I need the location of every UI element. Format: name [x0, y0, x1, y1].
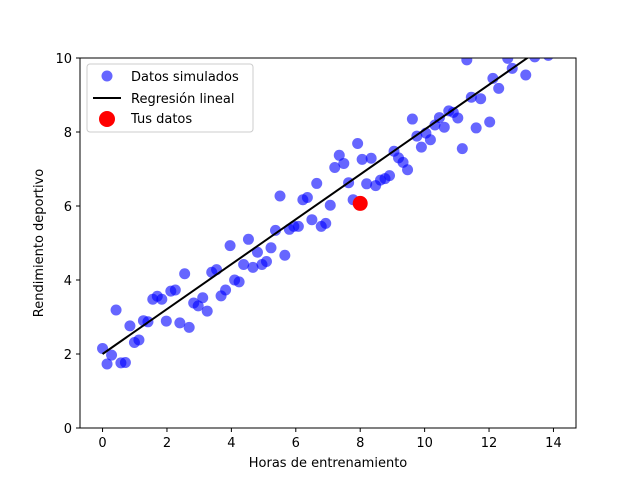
data-point [106, 349, 118, 361]
data-point [233, 276, 245, 288]
data-point [543, 58, 554, 61]
data-point [274, 190, 286, 202]
data-point [133, 334, 145, 346]
highlight-point [352, 195, 368, 211]
data-point [452, 112, 464, 124]
x-tick-label: 6 [292, 436, 300, 451]
x-tick-label: 4 [227, 436, 235, 451]
data-point [333, 149, 345, 161]
data-point [338, 157, 350, 169]
data-point [361, 178, 373, 190]
legend: Datos simulados Regresión lineal Tus dat… [86, 63, 254, 133]
data-point [119, 357, 131, 369]
plot-area [97, 58, 554, 370]
legend-label-tus-datos: Tus datos [130, 112, 192, 127]
x-axis-label: Horas de entrenamiento [249, 456, 408, 471]
y-tick-label: 6 [64, 200, 72, 215]
data-point [493, 82, 505, 94]
data-point [260, 256, 272, 267]
data-point [156, 293, 168, 305]
legend-marker-tus-datos [99, 111, 115, 127]
data-point [124, 320, 136, 332]
data-point [197, 292, 209, 304]
y-axis-label: Rendimiento deportivo [32, 169, 47, 317]
y-tick-label: 10 [55, 52, 72, 67]
data-point [311, 177, 323, 189]
data-point [251, 246, 263, 258]
data-point [456, 143, 468, 155]
regression-line [101, 58, 530, 355]
y-tick-label: 4 [64, 274, 72, 289]
data-point [179, 268, 191, 280]
data-point [292, 220, 304, 232]
data-point [520, 69, 532, 81]
data-point [192, 300, 204, 312]
data-point [169, 284, 181, 296]
y-tick-label: 8 [64, 126, 72, 141]
data-point [220, 284, 232, 296]
data-point [110, 304, 122, 316]
data-point [324, 199, 336, 211]
x-tick-label: 0 [98, 436, 106, 451]
x-tick-label: 8 [356, 436, 364, 451]
x-tick-label: 2 [163, 436, 171, 451]
data-point [406, 113, 418, 125]
data-point [470, 122, 482, 134]
data-point [265, 242, 277, 254]
data-point [160, 315, 172, 327]
data-point [279, 249, 291, 261]
data-point [529, 58, 541, 63]
x-tick-label: 14 [545, 436, 562, 451]
data-point [415, 141, 427, 153]
data-point [352, 137, 364, 149]
data-point [438, 121, 450, 133]
legend-box [86, 63, 254, 133]
data-point [174, 317, 186, 329]
data-point [356, 153, 368, 165]
data-point [201, 305, 213, 317]
data-point [320, 217, 332, 229]
data-point [183, 321, 195, 333]
data-point [247, 261, 259, 273]
data-point [306, 214, 318, 226]
data-point [101, 358, 113, 370]
data-point [475, 93, 487, 105]
data-point [224, 240, 236, 252]
data-point [238, 258, 250, 270]
data-point [461, 58, 473, 66]
data-point [384, 170, 396, 182]
data-point [301, 191, 313, 203]
data-point [502, 58, 514, 64]
y-tick-label: 2 [64, 348, 72, 363]
legend-marker-datos-simulados [101, 70, 113, 82]
y-tick-label: 0 [64, 422, 72, 437]
x-tick-label: 10 [416, 436, 433, 451]
data-point [270, 224, 282, 236]
x-tick-label: 12 [481, 436, 498, 451]
data-point [329, 162, 341, 174]
legend-label-regresion-lineal: Regresión lineal [131, 92, 235, 107]
data-point [242, 233, 254, 245]
axes-frame [79, 57, 577, 429]
y-axis: 0 2 4 6 8 10 [55, 52, 80, 437]
data-point [484, 116, 496, 128]
data-point [402, 164, 414, 176]
x-axis: 0 2 4 6 8 10 12 14 [98, 428, 562, 451]
data-point [424, 134, 436, 146]
data-point [365, 152, 377, 164]
legend-label-datos-simulados: Datos simulados [131, 70, 239, 85]
